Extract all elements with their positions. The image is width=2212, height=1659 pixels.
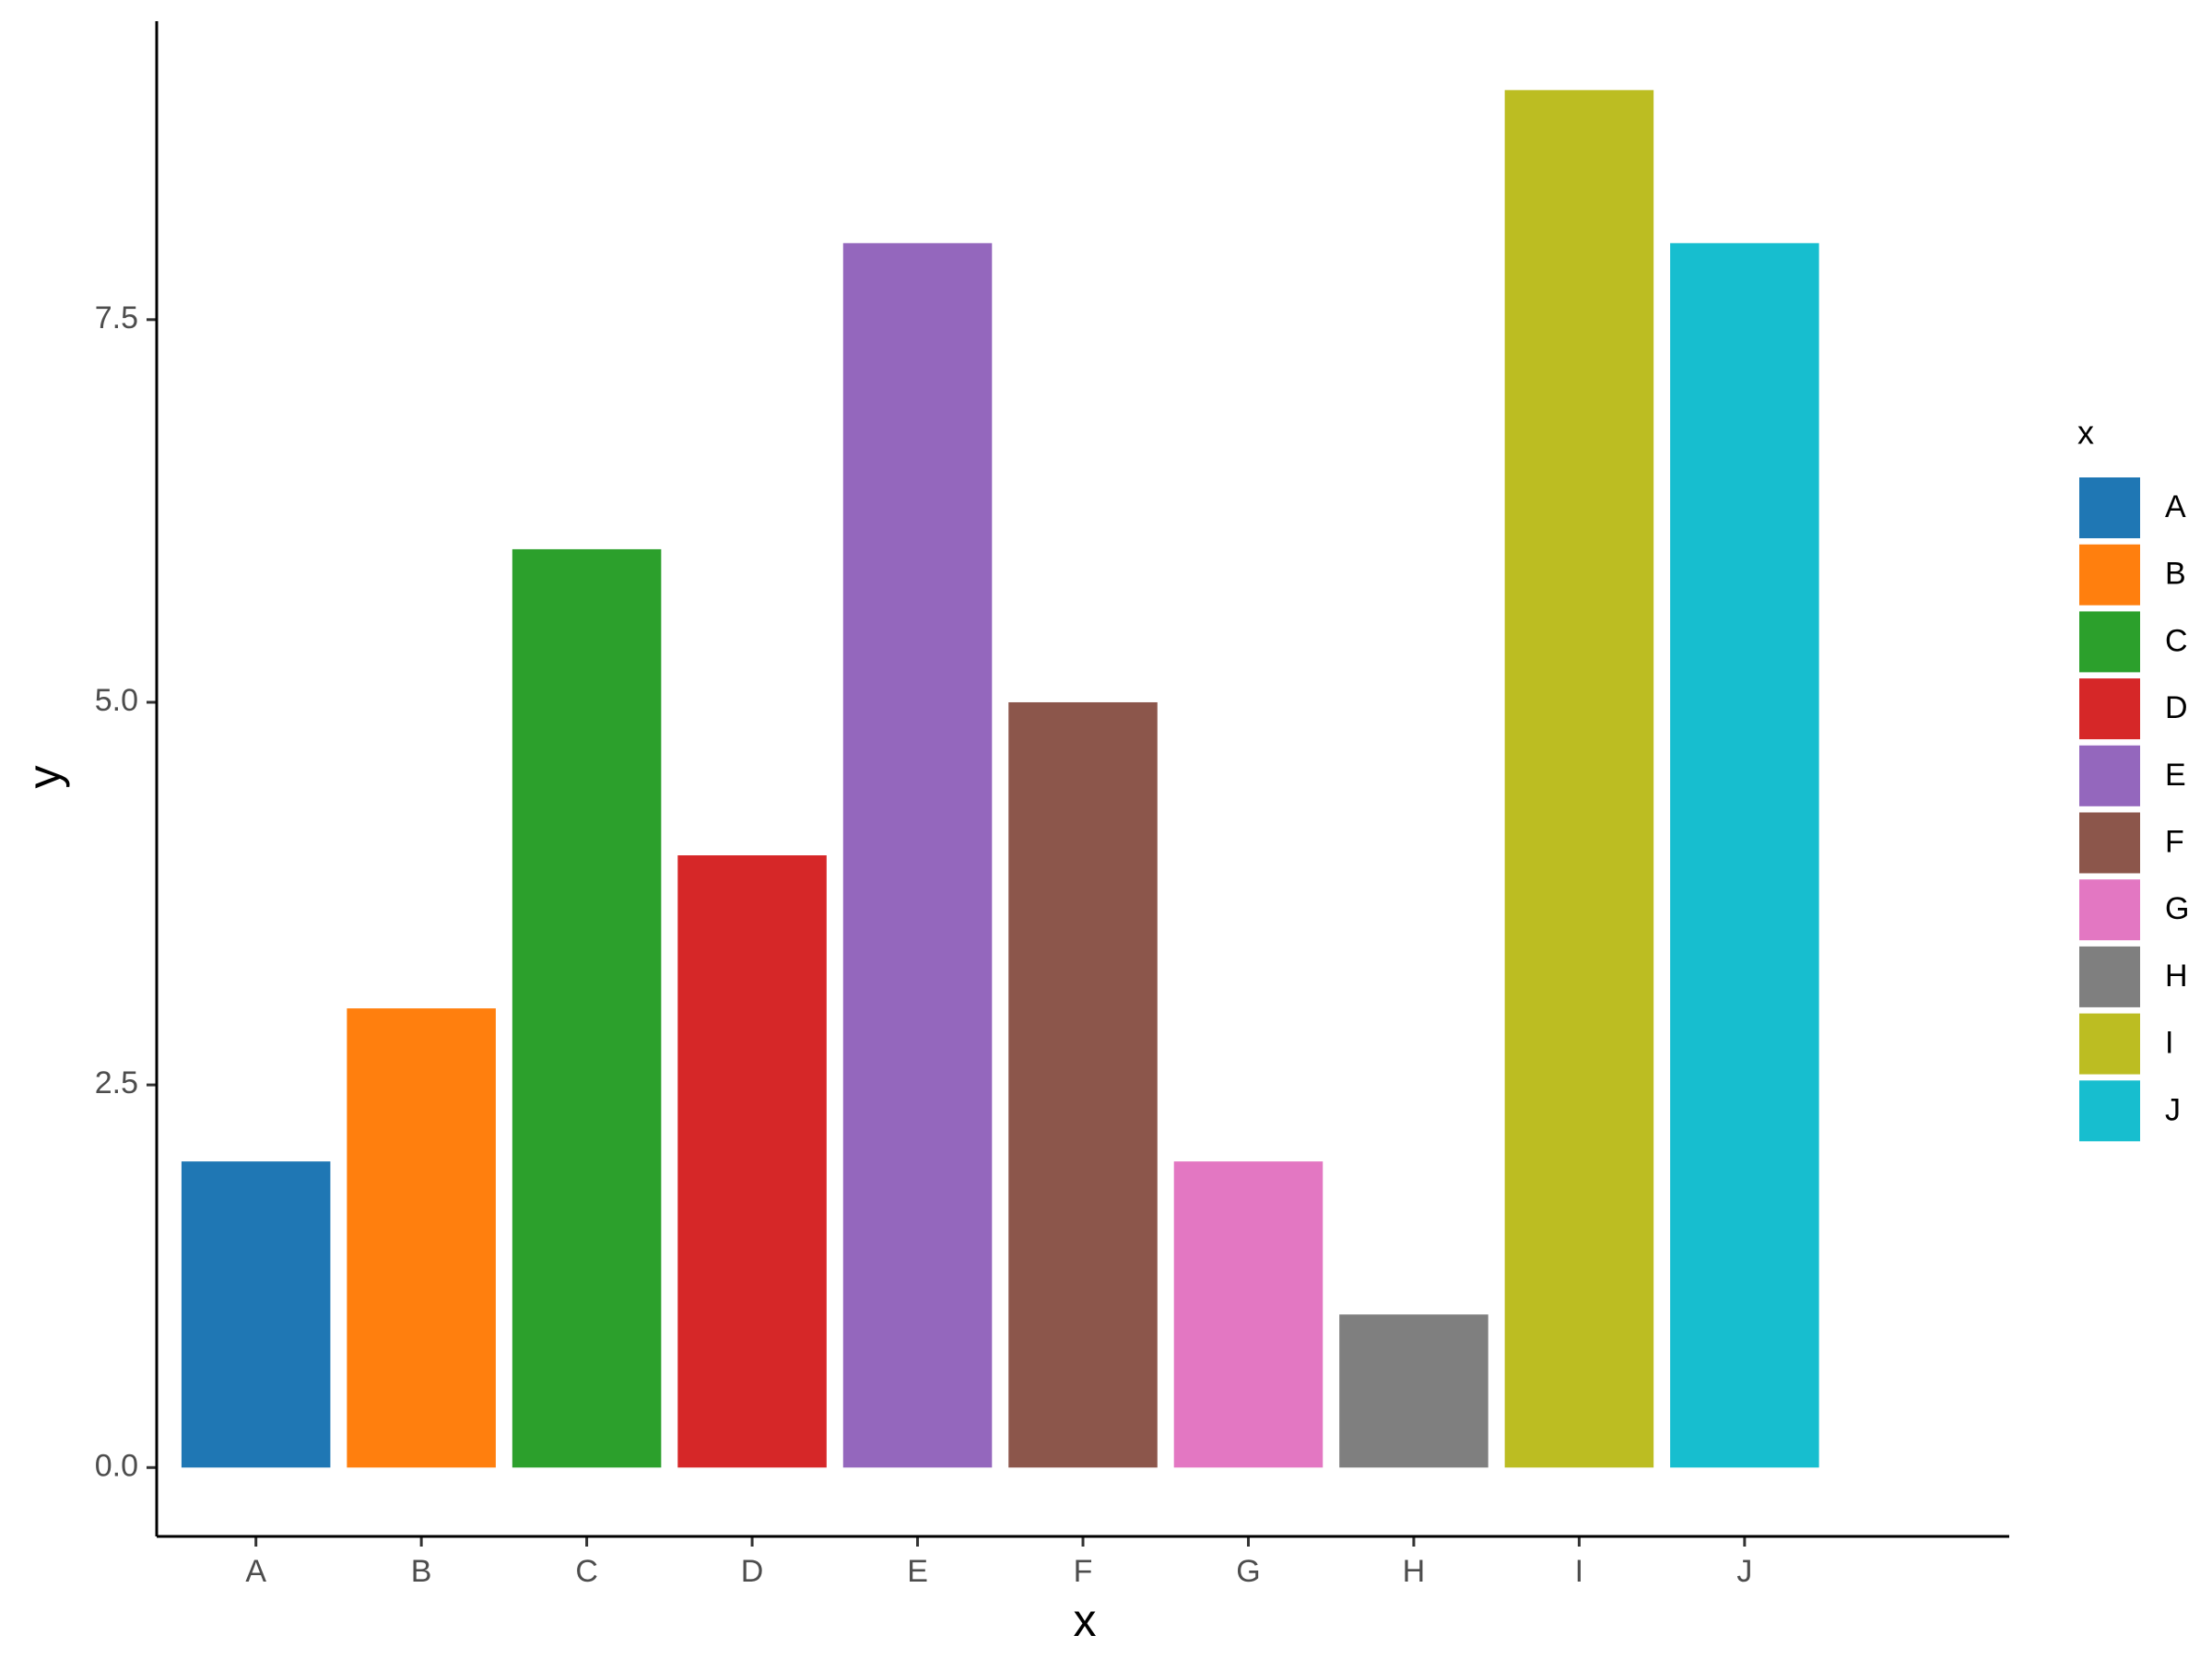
legend-key bbox=[2079, 812, 2140, 874]
y-tick-label: 0.0 bbox=[95, 1448, 138, 1483]
y-axis-title: y bbox=[18, 766, 70, 789]
legend-key bbox=[2079, 879, 2140, 941]
y-tick-label: 2.5 bbox=[95, 1065, 138, 1100]
x-axis-title: x bbox=[1074, 1594, 1097, 1646]
legend-key bbox=[2079, 745, 2140, 806]
legend-label: C bbox=[2165, 623, 2188, 658]
x-tick-label: E bbox=[907, 1554, 928, 1589]
legend-title: x bbox=[2077, 414, 2094, 452]
bar bbox=[1008, 701, 1158, 1468]
x-tick-label: B bbox=[411, 1554, 432, 1589]
x-tick-label: J bbox=[1736, 1554, 1752, 1589]
bar bbox=[1339, 1314, 1488, 1468]
bar bbox=[677, 855, 827, 1468]
x-tick-label: C bbox=[575, 1554, 598, 1589]
bar bbox=[181, 1161, 331, 1468]
legend-key bbox=[2079, 544, 2140, 606]
legend-label: H bbox=[2165, 959, 2188, 994]
legend-label: D bbox=[2165, 690, 2188, 725]
x-tick-label: D bbox=[741, 1554, 764, 1589]
x-tick-label: G bbox=[1236, 1554, 1260, 1589]
legend-label: I bbox=[2165, 1026, 2173, 1061]
legend-key bbox=[2079, 946, 2140, 1007]
legend-key bbox=[2079, 477, 2140, 538]
bar bbox=[512, 548, 662, 1468]
legend-label: J bbox=[2165, 1092, 2181, 1127]
legend-label: B bbox=[2165, 557, 2186, 592]
legend-key bbox=[2079, 678, 2140, 740]
x-tick-label: A bbox=[245, 1554, 266, 1589]
legend-label: G bbox=[2165, 891, 2189, 926]
bar bbox=[1173, 1161, 1324, 1468]
y-tick-label: 5.0 bbox=[95, 683, 138, 718]
legend-key bbox=[2079, 611, 2140, 673]
legend-key bbox=[2079, 1013, 2140, 1075]
x-tick-label: F bbox=[1074, 1554, 1093, 1589]
bar bbox=[842, 242, 993, 1468]
legend-label: E bbox=[2165, 758, 2186, 793]
y-tick-label: 7.5 bbox=[95, 300, 138, 335]
legend-label: A bbox=[2165, 489, 2186, 524]
bar bbox=[1504, 89, 1654, 1468]
x-tick-label: H bbox=[1403, 1554, 1426, 1589]
bar bbox=[347, 1008, 496, 1468]
bar bbox=[1670, 242, 1819, 1468]
x-tick-label: I bbox=[1575, 1554, 1583, 1589]
legend-label: F bbox=[2165, 824, 2184, 859]
legend-key bbox=[2079, 1080, 2140, 1142]
